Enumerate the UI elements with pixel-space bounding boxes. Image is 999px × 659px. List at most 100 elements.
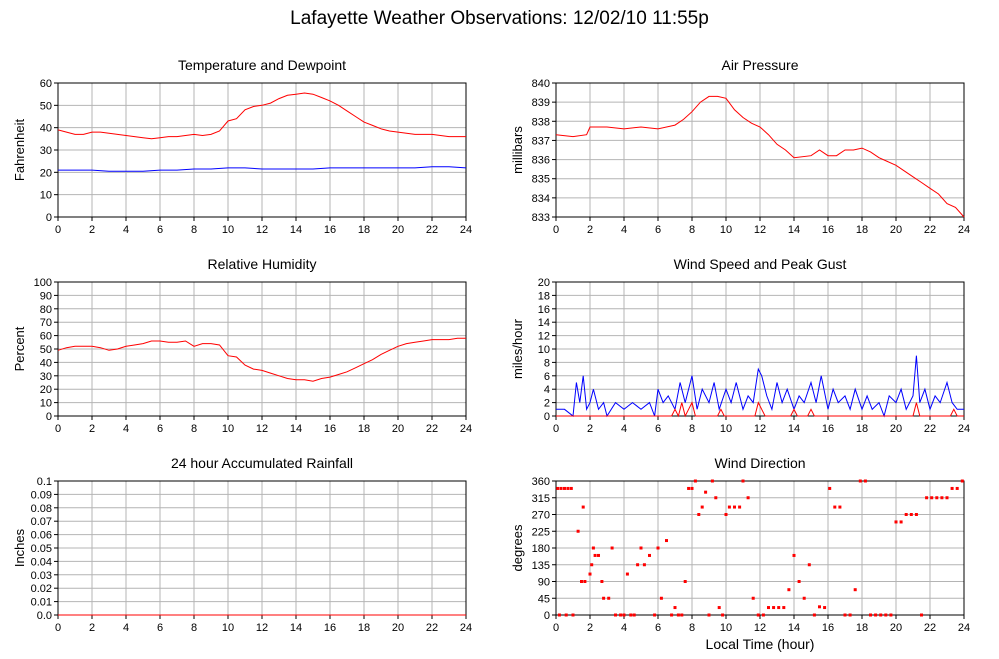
data-point [707, 613, 711, 617]
y-tick-label: 10 [538, 344, 550, 356]
y-axis-label: Inches [12, 528, 27, 567]
x-tick-label: 16 [822, 423, 834, 435]
x-tick-label: 8 [191, 224, 197, 236]
x-tick-label: 24 [460, 622, 472, 634]
x-tick-label: 8 [689, 224, 695, 236]
data-point [659, 596, 663, 600]
y-tick-label: 834 [532, 193, 550, 205]
data-point [772, 606, 776, 610]
data-point [576, 529, 580, 533]
x-tick-label: 10 [720, 622, 732, 634]
x-tick-label: 6 [157, 622, 163, 634]
x-tick-label: 16 [324, 423, 336, 435]
y-tick-label: 8 [544, 357, 550, 369]
x-tick-label: 22 [426, 622, 438, 634]
y-tick-label: 70 [40, 317, 52, 329]
data-point [925, 496, 929, 500]
y-tick-label: 0.03 [31, 570, 52, 582]
data-point [889, 613, 893, 617]
data-point [935, 496, 939, 500]
data-point [738, 505, 742, 509]
x-tick-label: 0 [55, 622, 61, 634]
x-tick-label: 14 [788, 423, 800, 435]
data-point [600, 580, 604, 583]
y-tick-label: 30 [40, 145, 52, 157]
x-tick-label: 18 [856, 224, 868, 236]
data-point [583, 580, 587, 583]
y-tick-label: 836 [532, 155, 550, 167]
x-tick-label: 22 [924, 224, 936, 236]
series-line-2 [58, 166, 467, 172]
y-tick-label: 0.04 [31, 556, 52, 568]
x-tick-label: 16 [324, 622, 336, 634]
x-tick-label: 6 [157, 423, 163, 435]
x-tick-label: 24 [460, 224, 472, 236]
x-tick-label: 22 [426, 423, 438, 435]
x-tick-label: 0 [553, 622, 559, 634]
x-tick-label: 12 [754, 423, 766, 435]
data-point [899, 520, 903, 524]
data-point [721, 613, 725, 617]
y-tick-label: 180 [532, 543, 550, 555]
data-point [914, 513, 918, 516]
x-tick-label: 10 [222, 423, 234, 435]
y-tick-label: 0.02 [31, 583, 52, 595]
series-line-1 [57, 92, 466, 140]
data-point [909, 513, 913, 516]
data-point [792, 553, 796, 557]
data-point [559, 486, 563, 490]
x-tick-label: 20 [392, 224, 404, 236]
data-point [955, 486, 959, 490]
data-point [940, 496, 944, 500]
x-tick-label: 2 [587, 622, 593, 634]
x-tick-label: 8 [191, 622, 197, 634]
x-tick-label: 4 [123, 423, 129, 435]
data-point [853, 588, 857, 592]
data-point [807, 563, 811, 567]
data-point [670, 613, 674, 617]
data-point [724, 513, 728, 516]
x-tick-label: 12 [256, 622, 268, 634]
y-tick-label: 0 [46, 411, 52, 423]
x-tick-label: 20 [890, 224, 902, 236]
data-point [833, 505, 837, 509]
data-point [569, 486, 573, 490]
y-tick-label: 0.07 [31, 516, 52, 528]
x-tick-label: 0 [553, 423, 559, 435]
data-point [653, 613, 657, 617]
data-point [622, 613, 626, 617]
data-point [557, 613, 561, 617]
y-tick-label: 270 [532, 510, 550, 522]
data-point [710, 479, 714, 483]
y-tick-label: 837 [532, 135, 550, 147]
y-tick-label: 0.06 [31, 530, 52, 542]
data-point [858, 479, 862, 483]
data-point [687, 486, 691, 490]
x-tick-label: 14 [290, 622, 302, 634]
data-point [704, 490, 708, 494]
chart-panel-rainfall: 24 hour Accumulated Rainfall 0 2 4 6 8 10 12 14 1… [12, 455, 472, 634]
data-point [665, 539, 668, 543]
x-tick-label: 2 [89, 224, 95, 236]
x-tick-label: 12 [256, 423, 268, 435]
y-tick-label: 0.1 [37, 476, 52, 488]
chart-title: Wind Speed and Peak Gust [674, 256, 847, 272]
data-point [564, 613, 568, 617]
chart-title: 24 hour Accumulated Rainfall [171, 455, 353, 471]
data-point [863, 479, 867, 483]
data-point [700, 505, 704, 509]
y-axis-label: Percent [12, 326, 27, 371]
y-tick-label: 0 [544, 610, 550, 622]
x-tick-label: 4 [621, 224, 627, 236]
y-tick-label: 360 [532, 476, 550, 488]
x-tick-label: 4 [123, 224, 129, 236]
y-tick-label: 60 [40, 78, 52, 90]
x-tick-label: 2 [587, 423, 593, 435]
y-tick-label: 50 [40, 100, 52, 112]
x-tick-label: 10 [222, 622, 234, 634]
y-tick-label: 10 [40, 398, 52, 410]
y-tick-label: 833 [532, 212, 550, 224]
data-point [556, 486, 560, 490]
